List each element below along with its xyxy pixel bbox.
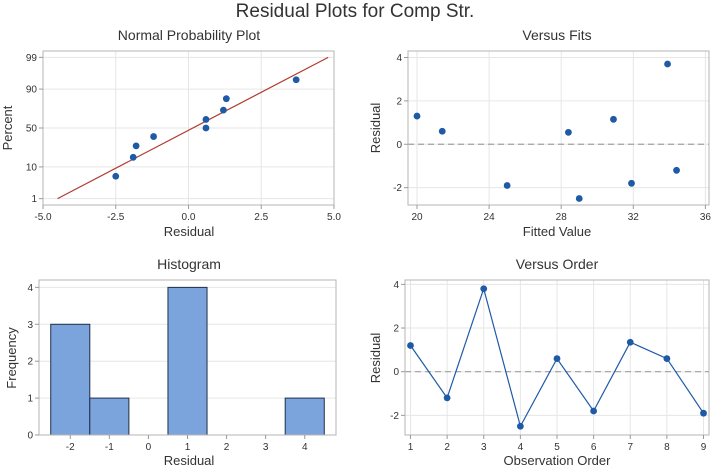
data-point	[503, 182, 511, 189]
y-tick-label: 2	[396, 96, 402, 107]
y-tick-label: 0	[396, 140, 402, 151]
histogram-bar	[167, 286, 208, 436]
data-point	[413, 112, 421, 120]
y-tick-label: 4	[27, 283, 33, 294]
x-tick-label: 3	[263, 442, 269, 453]
x-tick-label: 5.0	[327, 212, 341, 223]
x-tick-label: -2	[66, 442, 75, 453]
data-point	[590, 407, 598, 415]
y-tick-label: -2	[390, 411, 399, 422]
y-axis-label: Frequency	[4, 327, 19, 389]
y-tick-label: 50	[26, 124, 38, 135]
y-axis-label: Residual	[368, 103, 383, 154]
data-point	[150, 133, 157, 140]
data-point	[407, 342, 414, 349]
chart-title: Normal Probability Plot	[118, 27, 260, 43]
data-point	[480, 285, 488, 293]
histogram-bar	[89, 397, 130, 436]
data-point	[664, 60, 671, 68]
x-tick-label: 7	[627, 442, 633, 453]
x-tick-label: 6	[591, 442, 597, 453]
data-point	[700, 409, 707, 417]
x-tick-label: 2.5	[254, 212, 268, 223]
histogram-plot: Histogram Residual Frequency -2 -1 0 1 2 3 4 0 1…	[4, 256, 337, 468]
x-tick-label: 4	[302, 442, 308, 453]
data-point	[129, 153, 137, 161]
data-point	[438, 127, 446, 135]
x-tick-label: 20	[411, 212, 423, 223]
y-tick-label: 90	[26, 85, 38, 96]
x-tick-label: 9	[701, 442, 707, 453]
y-tick-label: 0	[27, 431, 33, 442]
data-point	[626, 338, 634, 346]
x-tick-label: 32	[628, 212, 640, 223]
y-tick-label: 10	[26, 162, 38, 173]
x-axis-label: Residual	[164, 453, 215, 468]
x-tick-label: 24	[484, 212, 496, 223]
versus-fits-plot: Versus Fits Fitted Value Residual 20 24 28…	[368, 27, 711, 239]
versus-order-plot: Versus Order Observation Order Residual …	[368, 256, 710, 468]
data-point	[628, 179, 635, 187]
data-point	[443, 394, 451, 402]
histogram-bar	[50, 323, 91, 436]
x-axis-label: Fitted Value	[523, 224, 591, 239]
y-tick-label: 1	[27, 394, 33, 405]
x-tick-label: 2	[444, 442, 450, 453]
y-axis-label: Percent	[0, 105, 15, 150]
y-tick-label: 1	[31, 194, 37, 205]
x-tick-label: 36	[700, 212, 711, 223]
data-point	[292, 76, 300, 84]
chart-title: Histogram	[157, 256, 221, 272]
x-tick-label: -2.5	[107, 212, 125, 223]
data-point	[202, 124, 210, 132]
y-tick-label: -2	[393, 183, 402, 194]
histogram-bar	[284, 397, 325, 436]
x-tick-label: -1	[105, 442, 114, 453]
x-tick-label: 1	[185, 442, 191, 453]
y-tick-label: 4	[396, 53, 402, 64]
x-tick-label: 28	[556, 212, 568, 223]
y-tick-label: 4	[393, 280, 399, 291]
figure-title: Residual Plots for Comp Str.	[236, 1, 475, 22]
x-tick-label: -5.0	[34, 212, 52, 223]
chart-title: Versus Order	[516, 256, 599, 272]
x-tick-label: 8	[664, 442, 670, 453]
data-point	[663, 355, 671, 362]
x-tick-label: 1	[408, 442, 414, 453]
y-tick-label: 0	[393, 367, 399, 378]
x-axis-label: Residual	[164, 224, 215, 239]
y-tick-label: 3	[27, 320, 33, 331]
data-point	[575, 195, 583, 202]
data-point	[565, 128, 572, 136]
data-point	[202, 116, 210, 123]
data-point	[220, 106, 227, 114]
data-point	[610, 115, 617, 123]
data-point	[553, 355, 561, 362]
chart-title: Versus Fits	[522, 27, 591, 43]
x-tick-label: 0.0	[182, 212, 196, 223]
x-tick-label: 2	[224, 442, 230, 453]
data-point	[112, 172, 120, 180]
x-tick-label: 4	[518, 442, 524, 453]
data-point	[673, 166, 680, 174]
data-point	[132, 142, 140, 150]
x-tick-label: 5	[554, 442, 560, 453]
x-tick-label: 3	[481, 442, 487, 453]
y-tick-label: 2	[27, 357, 33, 368]
y-tick-label: 99	[26, 53, 38, 64]
x-axis-label: Observation Order	[504, 453, 612, 468]
y-axis-label: Residual	[368, 333, 383, 384]
fit-line	[57, 56, 329, 200]
x-tick-label: 0	[146, 442, 152, 453]
normal-probability-plot: Normal Probability Plot Residual Percent…	[0, 27, 341, 239]
data-point	[516, 422, 524, 430]
plot-frame	[407, 50, 710, 206]
data-point	[222, 95, 230, 103]
y-tick-label: 2	[393, 324, 399, 335]
